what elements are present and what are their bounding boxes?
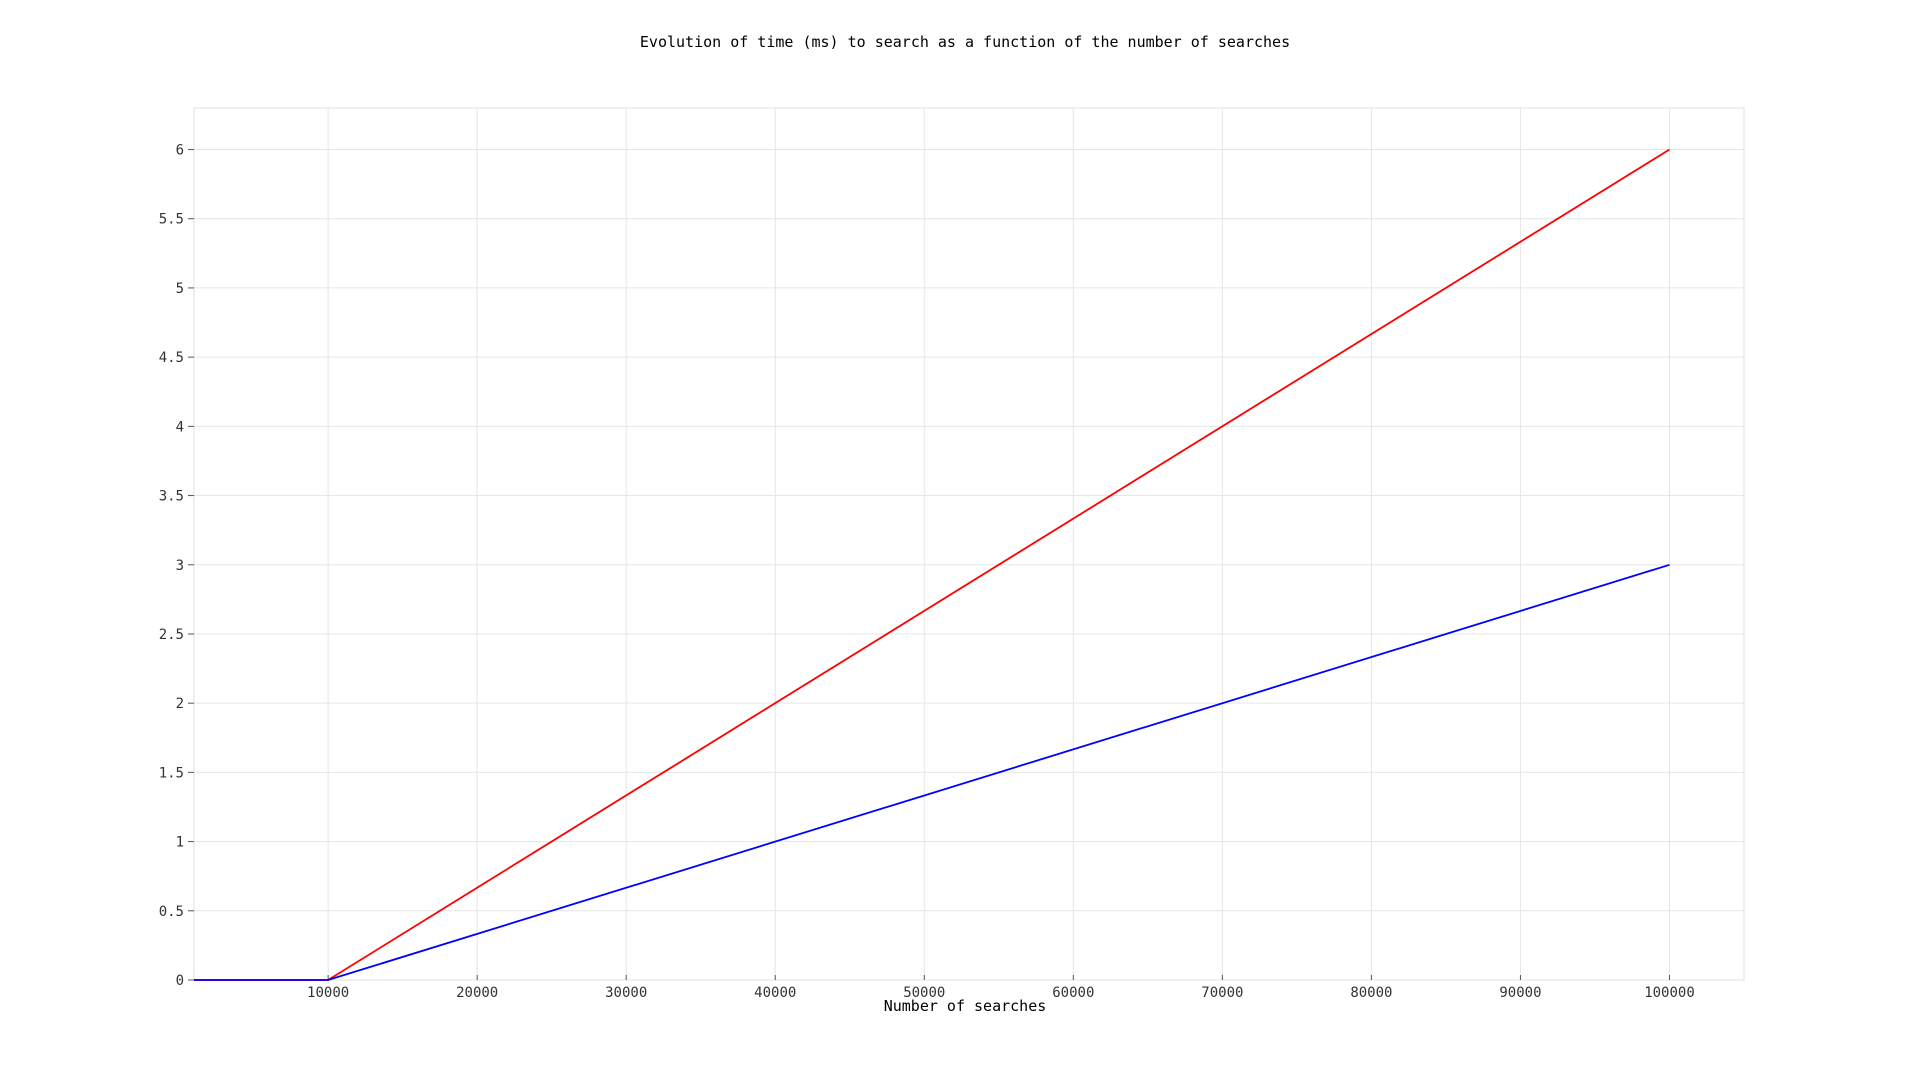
x-tick-label: 60000 — [1052, 985, 1094, 1001]
x-axis-label: Number of searches — [884, 997, 1047, 1015]
y-tick-label: 4.5 — [159, 350, 184, 366]
y-tick-label: 2.5 — [159, 627, 184, 643]
y-tick-label: 5.5 — [159, 212, 184, 228]
x-axis: 10000 20000 30000 40000 50000 60000 70000 80000… — [307, 975, 1695, 1001]
x-tick-label: 80000 — [1350, 985, 1392, 1001]
y-tick-label: 1 — [176, 835, 184, 851]
x-tick-label: 10000 — [307, 985, 349, 1001]
y-tick-label: 0.5 — [159, 904, 184, 920]
y-tick-label: 5 — [176, 281, 184, 297]
y-tick-label: 0 — [176, 973, 184, 989]
x-tick-label: 70000 — [1201, 985, 1243, 1001]
x-tick-label: 90000 — [1499, 985, 1541, 1001]
y-tick-label: 3.5 — [159, 489, 184, 505]
chart-title: Evolution of time (ms) to search as a fu… — [640, 33, 1290, 51]
x-tick-label: 100000 — [1644, 985, 1695, 1001]
x-tick-label: 40000 — [754, 985, 796, 1001]
y-tick-label: 2 — [176, 696, 184, 712]
y-axis: 0 0.5 1 1.5 2 2.5 3 3.5 4 4.5 5 5.5 6 — [159, 143, 194, 989]
grid — [194, 108, 1744, 981]
x-tick-label: 30000 — [605, 985, 647, 1001]
y-tick-label: 3 — [176, 558, 184, 574]
plot-area-frame — [193, 107, 1745, 981]
x-tick-label: 50000 — [903, 985, 945, 1001]
y-tick-label: 4 — [176, 419, 184, 435]
series-line-1 — [194, 563, 1670, 981]
y-tick-label: 6 — [176, 143, 184, 159]
y-tick-label: 1.5 — [159, 765, 184, 781]
x-tick-label: 20000 — [456, 985, 498, 1001]
series-layer — [194, 148, 1670, 981]
